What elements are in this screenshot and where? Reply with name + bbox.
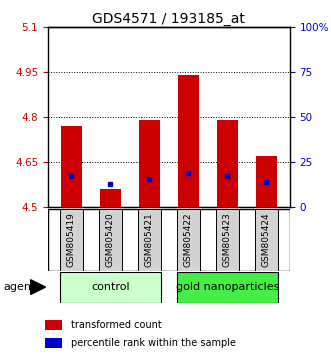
Text: transformed count: transformed count	[71, 320, 162, 330]
Text: control: control	[91, 282, 130, 292]
Text: agent: agent	[3, 282, 36, 292]
FancyBboxPatch shape	[99, 209, 122, 271]
Bar	[100, 189, 121, 207]
FancyBboxPatch shape	[60, 209, 83, 271]
FancyBboxPatch shape	[255, 209, 278, 271]
Text: GSM805423: GSM805423	[223, 212, 232, 267]
FancyBboxPatch shape	[215, 209, 239, 271]
FancyBboxPatch shape	[60, 272, 161, 303]
Title: GDS4571 / 193185_at: GDS4571 / 193185_at	[92, 12, 245, 25]
FancyBboxPatch shape	[138, 209, 161, 271]
Bar	[45, 338, 62, 348]
Bar	[61, 126, 82, 207]
Text: GSM805420: GSM805420	[106, 212, 115, 267]
Text: GSM805422: GSM805422	[184, 212, 193, 267]
FancyBboxPatch shape	[177, 209, 200, 271]
FancyBboxPatch shape	[177, 272, 278, 303]
Text: percentile rank within the sample: percentile rank within the sample	[71, 338, 236, 348]
Text: GSM805424: GSM805424	[262, 212, 271, 267]
Text: GSM805419: GSM805419	[67, 212, 76, 267]
Bar	[45, 320, 62, 330]
Bar	[177, 75, 199, 207]
Text: GSM805421: GSM805421	[145, 212, 154, 267]
Polygon shape	[30, 280, 46, 295]
Bar	[139, 120, 160, 207]
Bar	[256, 156, 277, 207]
Bar	[216, 120, 238, 207]
Text: gold nanoparticles: gold nanoparticles	[175, 282, 279, 292]
